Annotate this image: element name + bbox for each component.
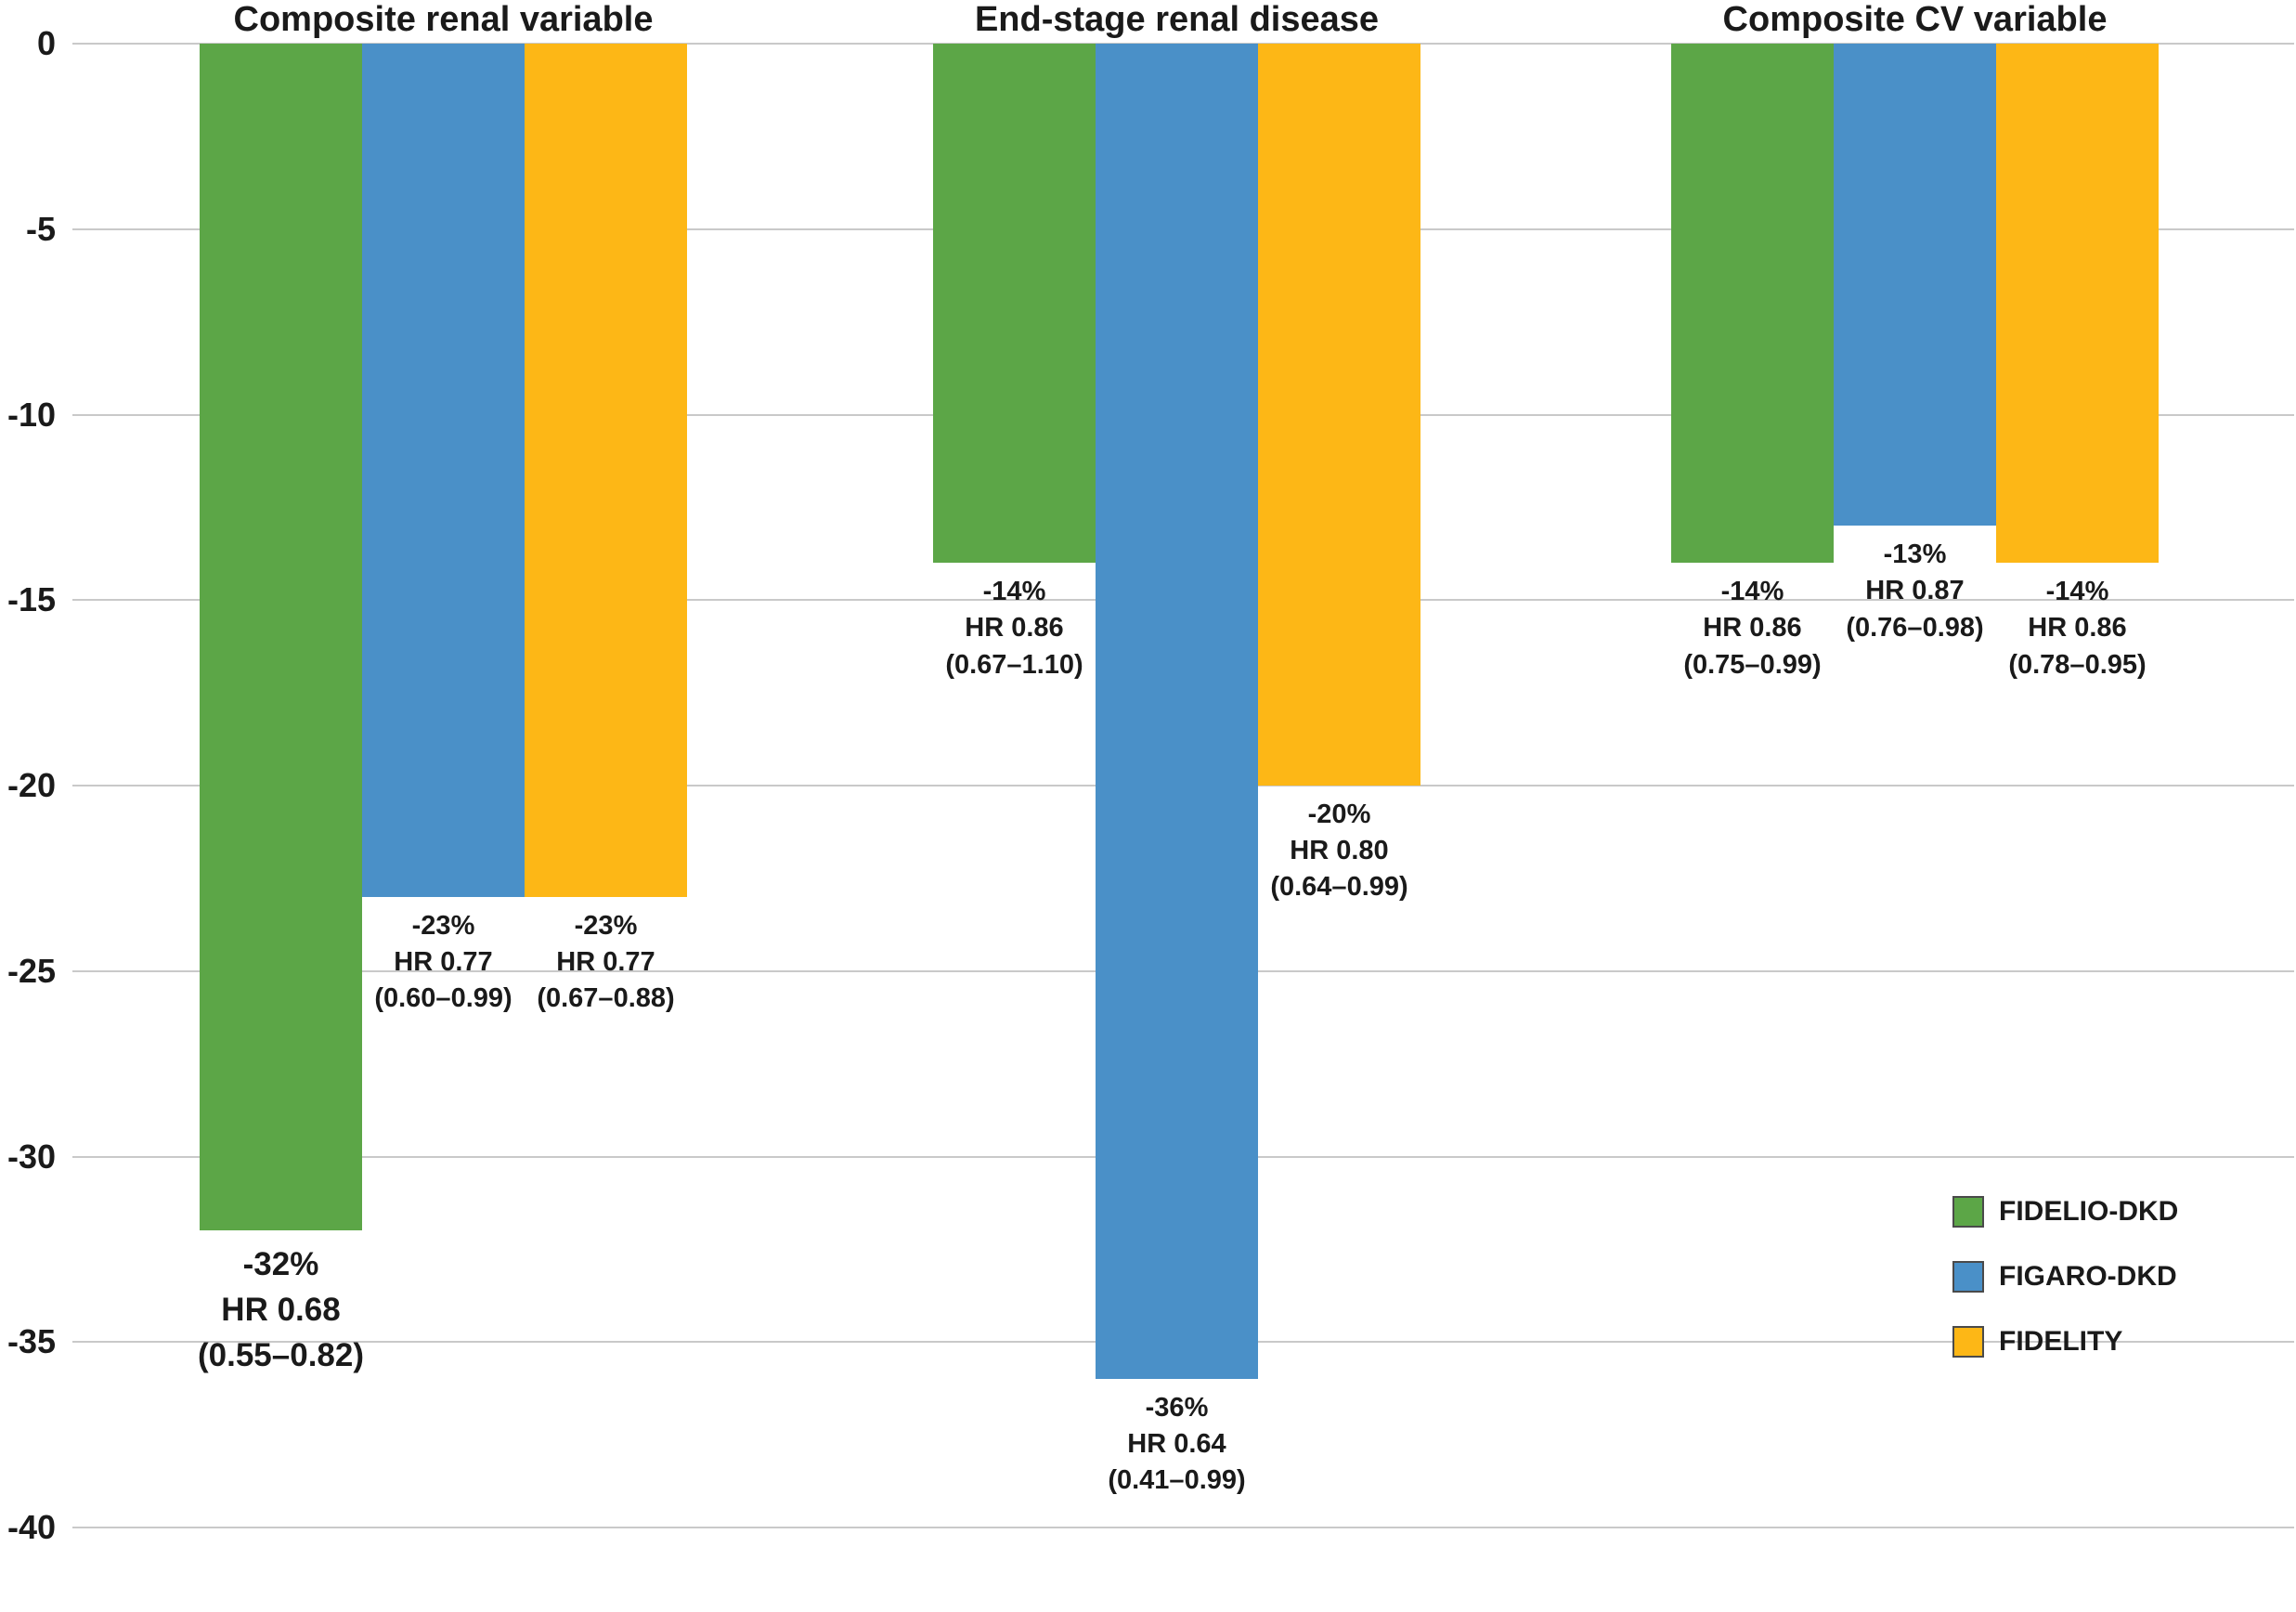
bar-label: -23% HR 0.77 (0.60–0.99) bbox=[374, 908, 512, 1017]
bar-label: -14% HR 0.86 (0.78–0.95) bbox=[2008, 574, 2146, 682]
bar-column: -23% HR 0.77 (0.67–0.88) bbox=[525, 44, 687, 1528]
bar-label-line: HR 0.77 bbox=[394, 946, 493, 977]
bar-fidelio-dkd bbox=[200, 44, 362, 1231]
y-tick-label: 0 bbox=[36, 24, 56, 62]
bar-label-line: (0.55–0.82) bbox=[197, 1337, 365, 1374]
bar-column: -20% HR 0.80 (0.64–0.99) bbox=[1258, 44, 1420, 1528]
bar-label-line: -14% bbox=[982, 577, 1046, 607]
bar-label: -32% HR 0.68 (0.55–0.82) bbox=[198, 1242, 364, 1378]
bar-column: -23% HR 0.77 (0.60–0.99) bbox=[362, 44, 525, 1528]
legend: FIDELIO-DKD FIGARO-DKD FIDELITY bbox=[1952, 1196, 2178, 1391]
y-axis-labels: 0 -5 -10 -15 -20 -25 -30 -35 -40 bbox=[0, 24, 63, 1546]
bar-column: -14% HR 0.86 (0.67–1.10) bbox=[933, 44, 1096, 1528]
group-title: End-stage renal disease bbox=[974, 0, 1380, 39]
bar-label-line: (0.67–0.88) bbox=[537, 983, 675, 1014]
legend-label: FIDELIO-DKD bbox=[1999, 1196, 2179, 1227]
y-tick-label: -30 bbox=[6, 1137, 56, 1176]
legend-item: FIGARO-DKD bbox=[1952, 1261, 2178, 1293]
bar-label: -13% HR 0.87 (0.76–0.98) bbox=[1846, 537, 1983, 645]
bar-fidelity bbox=[1258, 44, 1420, 786]
bar-label-line: HR 0.87 bbox=[1865, 576, 1965, 606]
bar-fidelity bbox=[1996, 44, 2159, 564]
bar-label-line: -36% bbox=[1145, 1393, 1209, 1424]
bar-label-line: HR 0.86 bbox=[965, 613, 1064, 644]
bar-column: -32% HR 0.68 (0.55–0.82) bbox=[198, 44, 364, 1528]
bar-label-line: -13% bbox=[1883, 540, 1947, 570]
bar-group: Composite renal variable -32% HR 0.68 (0.55… bbox=[198, 0, 687, 1528]
bar-fidelity bbox=[525, 44, 687, 897]
gridline bbox=[72, 1527, 2294, 1528]
legend-label: FIDELITY bbox=[1999, 1326, 2123, 1357]
bar-label: -14% HR 0.86 (0.75–0.99) bbox=[1683, 574, 1821, 682]
bar-label-line: -23% bbox=[574, 910, 638, 941]
y-tick-label: -5 bbox=[25, 209, 56, 248]
bar-label-line: (0.67–1.10) bbox=[945, 649, 1083, 680]
bar-label: -20% HR 0.80 (0.64–0.99) bbox=[1270, 797, 1407, 905]
legend-swatch-figaro-dkd bbox=[1952, 1261, 1984, 1293]
bar-label-line: -14% bbox=[2045, 577, 2109, 607]
bar-label-line: (0.41–0.99) bbox=[1108, 1465, 1246, 1496]
legend-label: FIGARO-DKD bbox=[1999, 1261, 2177, 1292]
bar-label: -14% HR 0.86 (0.67–1.10) bbox=[945, 574, 1083, 682]
bar-label-line: (0.76–0.98) bbox=[1846, 612, 1984, 643]
legend-item: FIDELIO-DKD bbox=[1952, 1196, 2178, 1228]
y-tick-label: -25 bbox=[6, 951, 56, 990]
bar-column: -36% HR 0.64 (0.41–0.99) bbox=[1096, 44, 1258, 1528]
bar-label-line: HR 0.80 bbox=[1290, 836, 1389, 866]
bar-label-line: HR 0.64 bbox=[1127, 1429, 1226, 1460]
bar-figaro-dkd bbox=[362, 44, 525, 897]
bar-label-line: (0.64–0.99) bbox=[1270, 872, 1408, 903]
y-tick-label: -20 bbox=[6, 766, 56, 804]
bar-label-line: (0.75–0.99) bbox=[1683, 649, 1822, 680]
bar-label-line: -23% bbox=[411, 910, 475, 941]
bar-label-line: (0.78–0.95) bbox=[2008, 649, 2147, 680]
group-title: Composite CV variable bbox=[1722, 0, 2108, 39]
y-tick-label: -35 bbox=[6, 1322, 56, 1361]
bar-label-line: -32% bbox=[242, 1246, 319, 1283]
bar-fidelio-dkd bbox=[933, 44, 1096, 564]
legend-swatch-fidelio-dkd bbox=[1952, 1196, 1984, 1228]
bar-label-line: HR 0.68 bbox=[221, 1292, 341, 1329]
bar-label-line: HR 0.86 bbox=[2028, 613, 2127, 644]
bar-groups: Composite renal variable -32% HR 0.68 (0.55… bbox=[72, 0, 2296, 1528]
y-tick-label: -10 bbox=[6, 395, 56, 434]
bar-label-line: (0.60–0.99) bbox=[374, 983, 512, 1014]
bar-group: End-stage renal disease -14% HR 0.86 (0.67–… bbox=[933, 0, 1420, 1528]
bar-fidelio-dkd bbox=[1671, 44, 1834, 564]
bar-label: -23% HR 0.77 (0.67–0.88) bbox=[537, 908, 674, 1017]
plot-area: Composite renal variable -32% HR 0.68 (0.55… bbox=[72, 0, 2296, 1528]
bar-group: Composite CV variable -14% HR 0.86 (0.75–0.… bbox=[1671, 0, 2159, 1528]
bar-label-line: -14% bbox=[1720, 577, 1784, 607]
bar-label-line: HR 0.77 bbox=[556, 946, 655, 977]
y-tick-label: -15 bbox=[6, 580, 56, 619]
bar-column: -14% HR 0.86 (0.78–0.95) bbox=[1996, 44, 2159, 1528]
bar-label-line: HR 0.86 bbox=[1703, 613, 1802, 644]
bar-label: -36% HR 0.64 (0.41–0.99) bbox=[1108, 1390, 1245, 1499]
bar-column: -13% HR 0.87 (0.76–0.98) bbox=[1834, 44, 1996, 1528]
bar-label-line: -20% bbox=[1307, 800, 1371, 829]
y-tick-label: -40 bbox=[6, 1508, 56, 1546]
bar-figaro-dkd bbox=[1834, 44, 1996, 526]
legend-item: FIDELITY bbox=[1952, 1326, 2178, 1358]
bar-figaro-dkd bbox=[1096, 44, 1258, 1380]
group-title: Composite renal variable bbox=[233, 0, 654, 39]
bar-column: -14% HR 0.86 (0.75–0.99) bbox=[1671, 44, 1834, 1528]
legend-swatch-fidelity bbox=[1952, 1326, 1984, 1358]
